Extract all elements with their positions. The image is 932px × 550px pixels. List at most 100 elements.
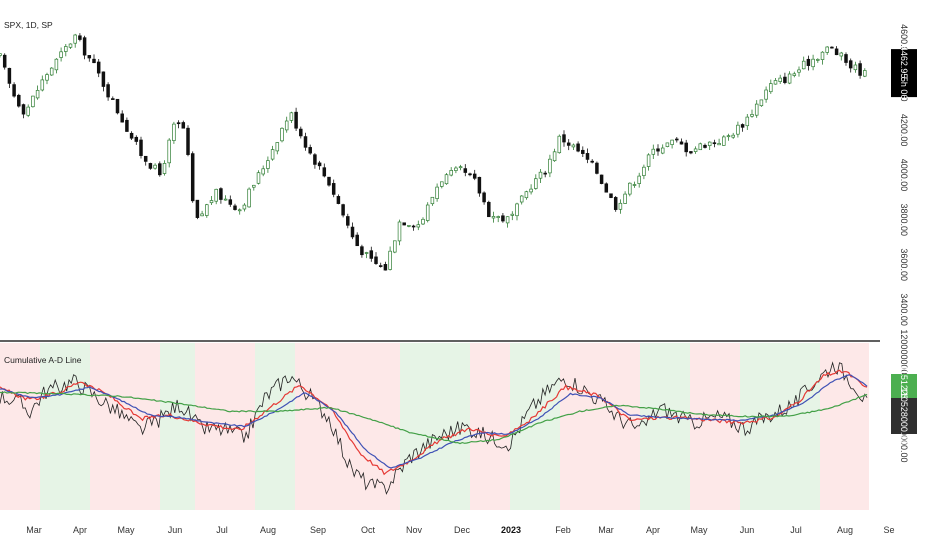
candle-body xyxy=(31,95,35,108)
candle-body xyxy=(421,218,425,225)
candle-body xyxy=(270,149,275,160)
candle-body xyxy=(294,111,298,129)
candle-body xyxy=(331,183,336,195)
candle-body xyxy=(416,224,421,228)
candle-body xyxy=(430,196,435,205)
candle-body xyxy=(722,136,726,146)
time-tick-label: Apr xyxy=(646,525,660,535)
candle-body xyxy=(402,222,406,226)
indicator-axis[interactable]: 120000000.00 110000000.00 xyxy=(899,329,909,462)
price-tick-label: 3400.00 xyxy=(899,293,909,326)
candle-body xyxy=(463,168,468,173)
time-tick-label: Jul xyxy=(216,525,228,535)
candle-body xyxy=(759,99,764,107)
candle-body xyxy=(411,225,416,228)
candle-body xyxy=(618,202,623,210)
candle-body xyxy=(684,142,688,153)
candle-body xyxy=(341,204,345,216)
time-tick-label: Oct xyxy=(361,525,376,535)
candle-body xyxy=(543,172,547,175)
candle-body xyxy=(101,71,106,87)
candle-body xyxy=(26,106,30,116)
indicator-band xyxy=(690,343,740,510)
candle-body xyxy=(393,240,397,253)
time-tick-label: Aug xyxy=(260,525,276,535)
time-tick-label: Sep xyxy=(310,525,326,535)
candle-body xyxy=(143,155,148,162)
candle-body xyxy=(515,203,519,217)
candle-body xyxy=(848,60,853,69)
candle-body xyxy=(458,166,463,169)
candle-body xyxy=(129,132,134,139)
candle-body xyxy=(806,58,811,66)
candle-body xyxy=(425,204,430,221)
time-tick-label: Aug xyxy=(837,525,853,535)
candle-body xyxy=(92,58,96,64)
candle-body xyxy=(581,149,585,154)
candle-body xyxy=(858,63,862,76)
candle-body xyxy=(59,51,63,58)
candle-body xyxy=(209,200,214,204)
candle-body xyxy=(205,204,209,216)
candle-body xyxy=(237,209,242,212)
candle-body xyxy=(374,256,378,264)
candle-body xyxy=(628,182,632,195)
candle-body xyxy=(613,197,618,210)
candle-body xyxy=(454,167,458,171)
candle-body xyxy=(623,193,627,204)
indicator-band xyxy=(820,343,869,510)
candle-body xyxy=(284,120,289,131)
candle-body xyxy=(707,141,712,146)
candle-body xyxy=(82,37,87,56)
candle-body xyxy=(0,53,2,56)
candle-body xyxy=(736,124,740,135)
candle-body xyxy=(679,141,684,145)
candle-body xyxy=(693,148,698,152)
candle-body xyxy=(181,122,186,129)
indicator-band xyxy=(560,343,640,510)
candle-body xyxy=(830,46,834,49)
candle-body xyxy=(2,54,7,68)
candle-body xyxy=(223,198,228,201)
candle-body xyxy=(190,153,195,202)
candle-body xyxy=(571,144,576,148)
indicator-band xyxy=(640,343,690,510)
candle-body xyxy=(726,135,731,138)
candle-body xyxy=(162,163,167,174)
time-tick-label: Nov xyxy=(406,525,423,535)
candle-body xyxy=(646,154,651,167)
candle-body xyxy=(383,264,388,271)
candle-body xyxy=(327,176,331,186)
candle-body xyxy=(797,69,801,73)
candle-body xyxy=(534,178,538,189)
last-price-tag: 4462.95 5h 06 xyxy=(891,46,917,100)
candle-body xyxy=(811,58,815,68)
price-tick-label: 4000.00 xyxy=(899,159,909,192)
candle-body xyxy=(148,163,153,169)
candle-body xyxy=(660,147,665,154)
candle-body xyxy=(604,183,609,193)
last-price-countdown: 5h 06 xyxy=(899,77,909,100)
candle-body xyxy=(280,127,284,142)
candle-body xyxy=(139,139,143,156)
candle-body xyxy=(435,186,439,199)
candle-body xyxy=(21,104,26,115)
time-axis[interactable]: Mar Apr May Jun Jul Aug Sep Oct Nov Dec 2023 Feb Mar… xyxy=(26,525,894,535)
indicator-value-tag-dark xyxy=(891,398,917,434)
indicator-title: Cumulative A-D Line xyxy=(4,355,82,365)
candle-body xyxy=(242,204,247,210)
candle-body xyxy=(266,160,270,169)
candle-body xyxy=(369,250,374,259)
candle-body xyxy=(863,70,867,77)
candle-body xyxy=(792,73,797,76)
candle-body xyxy=(853,64,858,71)
candle-body xyxy=(595,162,599,174)
candle-body xyxy=(557,135,562,154)
indicator-band xyxy=(160,343,195,510)
candle-body xyxy=(449,170,453,176)
time-tick-label: Jun xyxy=(740,525,755,535)
candle-body xyxy=(407,225,411,227)
candle-body xyxy=(7,67,12,84)
candle-body xyxy=(505,216,510,224)
